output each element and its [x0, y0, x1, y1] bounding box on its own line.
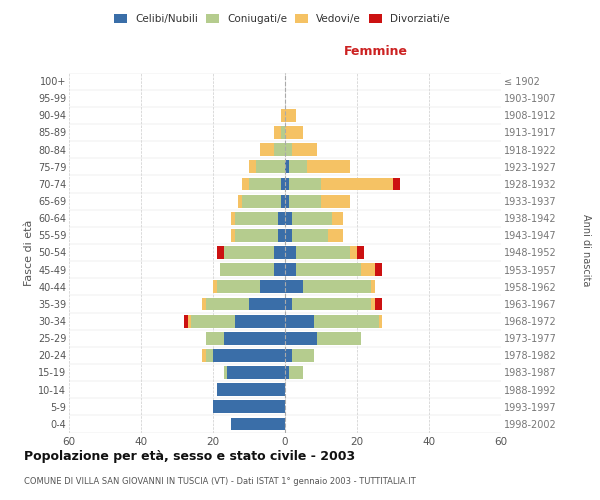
Bar	[285, 229, 292, 242]
Bar	[281, 109, 285, 122]
Bar	[274, 246, 285, 259]
Bar	[285, 194, 289, 207]
Bar	[303, 280, 371, 293]
Bar	[191, 314, 235, 328]
Bar	[260, 280, 285, 293]
Text: Anni di nascita: Anni di nascita	[581, 214, 591, 286]
Bar	[285, 366, 289, 379]
Bar	[307, 160, 350, 173]
Bar	[235, 314, 285, 328]
Bar	[317, 332, 361, 344]
Text: Popolazione per età, sesso e stato civile - 2003: Popolazione per età, sesso e stato civil…	[24, 450, 355, 463]
Bar	[321, 178, 393, 190]
Bar	[224, 246, 274, 259]
Bar	[289, 366, 303, 379]
Bar	[274, 143, 285, 156]
Bar	[242, 194, 281, 207]
Bar	[285, 349, 292, 362]
Bar	[274, 263, 285, 276]
Bar	[256, 160, 285, 173]
Legend: Celibi/Nubili, Coniugati/e, Vedovi/e, Divorziati/e: Celibi/Nubili, Coniugati/e, Vedovi/e, Di…	[110, 10, 454, 29]
Bar	[224, 366, 227, 379]
Bar	[184, 314, 188, 328]
Bar	[285, 280, 303, 293]
Bar	[285, 332, 317, 344]
Bar	[238, 194, 242, 207]
Bar	[206, 332, 224, 344]
Bar	[350, 246, 357, 259]
Bar	[220, 263, 274, 276]
Bar	[285, 263, 296, 276]
Bar	[393, 178, 400, 190]
Bar	[361, 263, 375, 276]
Bar	[285, 126, 303, 139]
Bar	[292, 143, 317, 156]
Bar	[285, 178, 289, 190]
Text: COMUNE DI VILLA SAN GIOVANNI IN TUSCIA (VT) - Dati ISTAT 1° gennaio 2003 - TUTTI: COMUNE DI VILLA SAN GIOVANNI IN TUSCIA (…	[24, 478, 416, 486]
Bar	[206, 298, 249, 310]
Bar	[281, 194, 285, 207]
Bar	[281, 178, 285, 190]
Bar	[285, 109, 296, 122]
Bar	[375, 298, 382, 310]
Bar	[202, 349, 206, 362]
Bar	[285, 298, 292, 310]
Bar	[379, 314, 382, 328]
Bar	[278, 212, 285, 224]
Bar	[249, 178, 281, 190]
Bar	[217, 246, 224, 259]
Bar	[285, 246, 296, 259]
Bar	[321, 194, 350, 207]
Bar	[213, 400, 285, 413]
Bar	[314, 314, 379, 328]
Bar	[281, 126, 285, 139]
Bar	[213, 280, 217, 293]
Text: Femmine: Femmine	[344, 45, 408, 58]
Bar	[296, 263, 361, 276]
Bar	[289, 194, 321, 207]
Bar	[206, 349, 213, 362]
Bar	[289, 178, 321, 190]
Bar	[328, 229, 343, 242]
Bar	[285, 212, 292, 224]
Bar	[292, 212, 332, 224]
Bar	[278, 229, 285, 242]
Bar	[249, 160, 256, 173]
Bar	[332, 212, 343, 224]
Y-axis label: Fasce di età: Fasce di età	[23, 220, 34, 286]
Bar	[289, 160, 307, 173]
Bar	[292, 298, 371, 310]
Bar	[217, 383, 285, 396]
Bar	[242, 178, 249, 190]
Bar	[231, 212, 235, 224]
Bar	[188, 314, 191, 328]
Bar	[296, 246, 350, 259]
Bar	[274, 126, 281, 139]
Bar	[285, 314, 314, 328]
Bar	[292, 229, 328, 242]
Bar	[260, 143, 274, 156]
Bar	[285, 160, 289, 173]
Bar	[227, 366, 285, 379]
Bar	[213, 349, 285, 362]
Bar	[249, 298, 285, 310]
Bar	[375, 263, 382, 276]
Bar	[285, 143, 292, 156]
Bar	[357, 246, 364, 259]
Bar	[202, 298, 206, 310]
Bar	[217, 280, 260, 293]
Bar	[371, 280, 375, 293]
Bar	[235, 212, 278, 224]
Bar	[231, 229, 235, 242]
Bar	[371, 298, 375, 310]
Bar	[224, 332, 285, 344]
Bar	[235, 229, 278, 242]
Bar	[292, 349, 314, 362]
Bar	[231, 418, 285, 430]
